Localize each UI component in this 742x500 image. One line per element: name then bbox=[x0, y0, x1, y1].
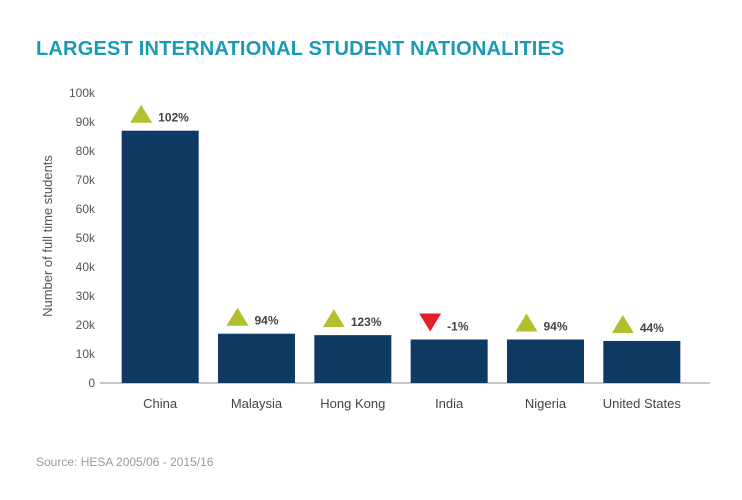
chart-title: LARGEST INTERNATIONAL STUDENT NATIONALIT… bbox=[36, 38, 565, 60]
y-tick-label: 20k bbox=[76, 318, 96, 332]
bar bbox=[603, 340, 681, 383]
bar bbox=[218, 333, 295, 383]
y-tick-label: 40k bbox=[76, 260, 96, 274]
y-axis-label: Number of full time students bbox=[40, 155, 55, 317]
x-axis-labels: China Malaysia Hong Kong India Nigeria United… bbox=[143, 396, 681, 411]
up-triangle-icon bbox=[515, 313, 538, 332]
x-tick-label: Hong Kong bbox=[320, 396, 385, 411]
change-label: 94% bbox=[544, 320, 568, 334]
y-tick-label: 70k bbox=[76, 173, 96, 187]
source-note: Source: HESA 2005/06 - 2015/16 bbox=[36, 455, 214, 469]
change-label: 102% bbox=[158, 111, 189, 125]
change-label: 94% bbox=[255, 314, 279, 328]
bars bbox=[121, 130, 681, 383]
change-indicators: 102% 94% 123% -1% 94% 44% bbox=[130, 104, 664, 335]
bar bbox=[410, 339, 488, 383]
bar bbox=[314, 335, 392, 383]
up-triangle-icon bbox=[611, 314, 634, 333]
up-triangle-icon bbox=[130, 104, 153, 123]
x-tick-label: China bbox=[143, 396, 178, 411]
y-tick-label: 80k bbox=[76, 144, 96, 158]
change-label: 123% bbox=[351, 315, 382, 329]
x-tick-label: Malaysia bbox=[231, 396, 283, 411]
y-tick-label: 0 bbox=[88, 376, 95, 390]
y-tick-label: 10k bbox=[76, 347, 96, 361]
x-tick-label: United States bbox=[603, 396, 682, 411]
bar bbox=[507, 339, 584, 383]
bar bbox=[121, 130, 199, 383]
up-triangle-icon bbox=[322, 309, 345, 328]
y-axis: 0 10k 20k 30k 40k 50k 60k 70k 80k 90k 100k bbox=[69, 86, 710, 390]
y-tick-label: 60k bbox=[76, 202, 96, 216]
change-label: 44% bbox=[640, 321, 664, 335]
x-tick-label: Nigeria bbox=[525, 396, 567, 411]
y-tick-label: 100k bbox=[69, 86, 96, 100]
up-triangle-icon bbox=[226, 307, 249, 326]
x-tick-label: India bbox=[435, 396, 464, 411]
y-tick-label: 30k bbox=[76, 289, 96, 303]
change-label: -1% bbox=[447, 320, 469, 334]
y-tick-label: 90k bbox=[76, 115, 96, 129]
down-triangle-icon bbox=[419, 313, 442, 332]
y-tick-label: 50k bbox=[76, 231, 96, 245]
